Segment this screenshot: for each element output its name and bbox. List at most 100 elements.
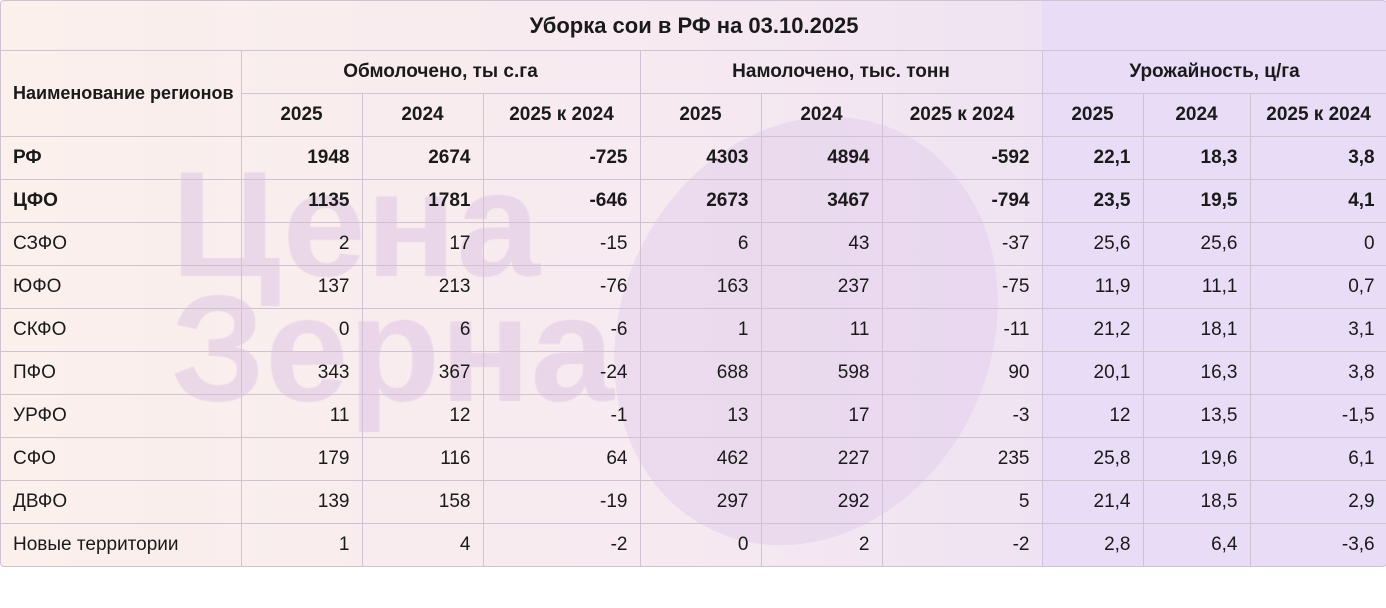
table-cell: 3,8 <box>1249 136 1386 180</box>
table-cell: 19,6 <box>1142 437 1251 481</box>
table-cell: 343 <box>240 351 363 395</box>
table-cell: 6 <box>361 308 484 352</box>
table-cell: 13,5 <box>1142 394 1251 438</box>
table-cell: 158 <box>361 480 484 524</box>
group-header-yield: Урожайность, ц/га <box>1041 50 1386 94</box>
table-cell: 25,6 <box>1142 222 1251 266</box>
table-cell: -3,6 <box>1249 523 1386 566</box>
region-name: РФ <box>1 136 242 180</box>
sub-header-2025-к-2024: 2025 к 2024 <box>482 93 641 137</box>
table-cell: 4303 <box>639 136 762 180</box>
table-cell: 0 <box>1249 222 1386 266</box>
table-row: Новые территории 1 4 -2 0 2 -2 2,8 6,4 -3,6 <box>1 523 1386 566</box>
table-cell: 3467 <box>760 179 883 223</box>
table-cell: 1135 <box>240 179 363 223</box>
table-cell: 22,1 <box>1041 136 1144 180</box>
table-cell: -11 <box>881 308 1043 352</box>
table-cell: 292 <box>760 480 883 524</box>
table-cell: 137 <box>240 265 363 309</box>
sub-header-2024: 2024 <box>361 93 484 137</box>
table-cell: 0 <box>639 523 762 566</box>
table-cell: -19 <box>482 480 641 524</box>
table-cell: 3,1 <box>1249 308 1386 352</box>
table-cell: -3 <box>881 394 1043 438</box>
table-cell: 163 <box>639 265 762 309</box>
table-cell: 116 <box>361 437 484 481</box>
table-cell: 139 <box>240 480 363 524</box>
table-cell: 17 <box>361 222 484 266</box>
table-row: СФО 179 116 64 462 227 235 25,8 19,6 6,1 <box>1 437 1386 481</box>
table-cell: 688 <box>639 351 762 395</box>
region-name: ЦФО <box>1 179 242 223</box>
table-row: РФ 1948 2674 -725 4303 4894 -592 22,1 18,3 3,8 <box>1 136 1386 180</box>
table-cell: 18,1 <box>1142 308 1251 352</box>
table-cell: 1 <box>639 308 762 352</box>
table-cell: 5 <box>881 480 1043 524</box>
region-column-header: Наименование регионов <box>1 50 242 137</box>
table-cell: 13 <box>639 394 762 438</box>
table-cell: 11 <box>240 394 363 438</box>
table-cell: 4 <box>361 523 484 566</box>
table-row: ДВФО 139 158 -19 297 292 5 21,4 18,5 2,9 <box>1 480 1386 524</box>
soy-harvest-table: Уборка сои в РФ на 03.10.2025 Наименован… <box>1 1 1386 566</box>
table-cell: 462 <box>639 437 762 481</box>
table-title: Уборка сои в РФ на 03.10.2025 <box>1 1 1386 51</box>
table-cell: -2 <box>482 523 641 566</box>
table-cell: 227 <box>760 437 883 481</box>
table-cell: 11,9 <box>1041 265 1144 309</box>
table-cell: -1,5 <box>1249 394 1386 438</box>
table-cell: 297 <box>639 480 762 524</box>
table-cell: 2 <box>240 222 363 266</box>
table-cell: 6 <box>639 222 762 266</box>
table-cell: -6 <box>482 308 641 352</box>
table-cell: 1948 <box>240 136 363 180</box>
table-cell: 235 <box>881 437 1043 481</box>
region-name: ЮФО <box>1 265 242 309</box>
group-header-threshed-area: Обмолочено, ты с.га <box>240 50 641 94</box>
table-cell: -2 <box>881 523 1043 566</box>
table-cell: 237 <box>760 265 883 309</box>
region-name: СКФО <box>1 308 242 352</box>
sub-header-2025-к-2024: 2025 к 2024 <box>1249 93 1386 137</box>
table-cell: 2 <box>760 523 883 566</box>
table-row: СЗФО 2 17 -15 6 43 -37 25,6 25,6 0 <box>1 222 1386 266</box>
table-cell: 20,1 <box>1041 351 1144 395</box>
table-cell: 2,8 <box>1041 523 1144 566</box>
region-name: ДВФО <box>1 480 242 524</box>
table-cell: 21,2 <box>1041 308 1144 352</box>
sub-header-2025: 2025 <box>241 93 363 137</box>
table-cell: 90 <box>881 351 1043 395</box>
table-cell: -75 <box>881 265 1043 309</box>
table-cell: -1 <box>482 394 641 438</box>
sub-header-2024: 2024 <box>760 93 883 137</box>
sub-header-2025-к-2024: 2025 к 2024 <box>881 93 1043 137</box>
table-row: ПФО 343 367 -24 688 598 90 20,1 16,3 3,8 <box>1 351 1386 395</box>
table-row: ЮФО 137 213 -76 163 237 -75 11,9 11,1 0,7 <box>1 265 1386 309</box>
table-cell: 1 <box>240 523 363 566</box>
harvest-table-card: Уборка сои в РФ на 03.10.2025 Наименован… <box>0 0 1386 567</box>
table-cell: 12 <box>1041 394 1144 438</box>
table-cell: 2,9 <box>1249 480 1386 524</box>
region-name: УРФО <box>1 394 242 438</box>
table-cell: 367 <box>361 351 484 395</box>
sub-header-2025: 2025 <box>1041 93 1144 137</box>
table-cell: 23,5 <box>1041 179 1144 223</box>
table-cell: -725 <box>482 136 641 180</box>
sub-header-2025: 2025 <box>639 93 762 137</box>
table-cell: 11 <box>760 308 883 352</box>
table-cell: 43 <box>760 222 883 266</box>
table-cell: 18,3 <box>1142 136 1251 180</box>
table-cell: 6,4 <box>1142 523 1251 566</box>
table-cell: 11,1 <box>1142 265 1251 309</box>
table-row: ЦФО 1135 1781 -646 2673 3467 -794 23,5 19,5 4,1 <box>1 179 1386 223</box>
table-cell: 4894 <box>760 136 883 180</box>
table-row: СКФО 0 6 -6 1 11 -11 21,2 18,1 3,1 <box>1 308 1386 352</box>
table-cell: 179 <box>240 437 363 481</box>
table-row: УРФО 11 12 -1 13 17 -3 12 13,5 -1,5 <box>1 394 1386 438</box>
table-cell: 21,4 <box>1041 480 1144 524</box>
table-cell: 1781 <box>361 179 484 223</box>
table-cell: 17 <box>760 394 883 438</box>
region-name: Новые территории <box>1 523 242 566</box>
table-cell: 0,7 <box>1249 265 1386 309</box>
table-cell: 12 <box>361 394 484 438</box>
